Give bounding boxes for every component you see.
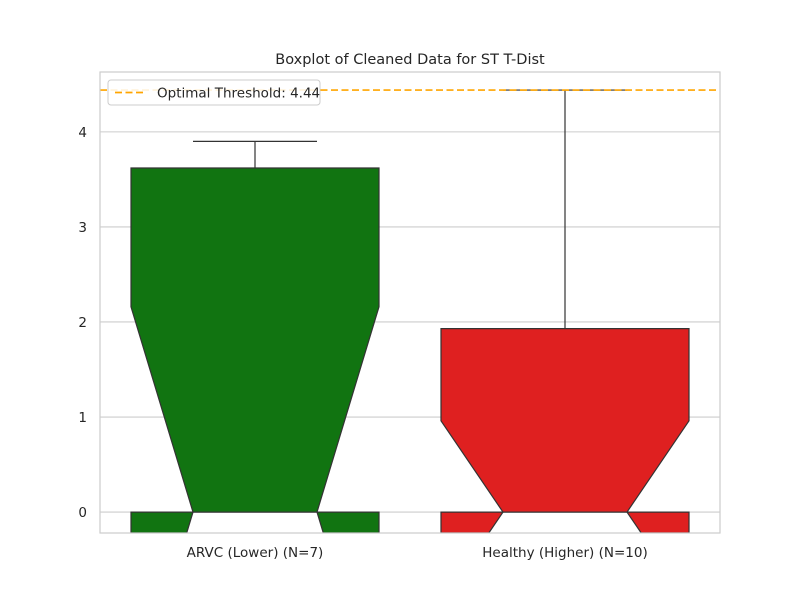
y-tick-label: 0 bbox=[78, 505, 87, 521]
chart-title: Boxplot of Cleaned Data for ST T-Dist bbox=[275, 52, 545, 68]
y-tick-label: 3 bbox=[78, 220, 87, 236]
x-tick-label: Healthy (Higher) (N=10) bbox=[482, 545, 647, 561]
y-tick-label: 1 bbox=[78, 410, 87, 426]
legend-box bbox=[107, 79, 321, 106]
legend: Optimal Threshold: 4.44 bbox=[107, 79, 321, 106]
box-body bbox=[440, 328, 690, 513]
y-tick-label: 4 bbox=[78, 125, 87, 141]
box-layer bbox=[130, 89, 690, 533]
y-tick-label: 2 bbox=[78, 315, 87, 331]
box-body bbox=[130, 167, 380, 513]
x-tick-label: ARVC (Lower) (N=7) bbox=[187, 545, 324, 561]
plot-frame bbox=[99, 71, 721, 534]
legend-label: Optimal Threshold: 4.44 bbox=[157, 86, 320, 102]
box-lower-right bbox=[625, 511, 690, 533]
box-lower-left bbox=[440, 511, 505, 533]
axis-layer: 0 1 2 3 4 ARVC (Lower) (N=7) Healthy (Higher) … bbox=[78, 125, 647, 561]
box-lower-right bbox=[316, 511, 380, 533]
box-lower-left bbox=[130, 511, 194, 533]
